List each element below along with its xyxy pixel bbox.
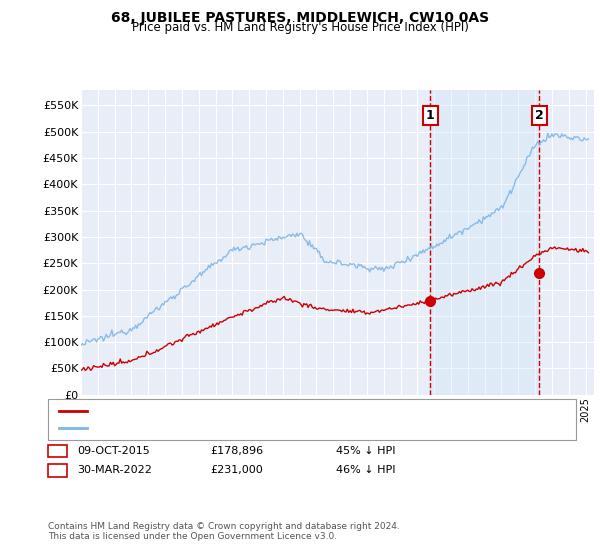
Text: 1: 1: [426, 109, 435, 122]
Text: 09-OCT-2015: 09-OCT-2015: [77, 446, 149, 456]
Text: 46% ↓ HPI: 46% ↓ HPI: [336, 465, 395, 475]
Text: Price paid vs. HM Land Registry's House Price Index (HPI): Price paid vs. HM Land Registry's House …: [131, 21, 469, 35]
Text: 1: 1: [54, 446, 61, 456]
Text: 2: 2: [54, 465, 61, 475]
Text: HPI: Average price, detached house, Cheshire East: HPI: Average price, detached house, Ches…: [93, 423, 358, 433]
Text: Contains HM Land Registry data © Crown copyright and database right 2024.
This d: Contains HM Land Registry data © Crown c…: [48, 522, 400, 542]
Text: 68, JUBILEE PASTURES, MIDDLEWICH, CW10 0AS (detached house): 68, JUBILEE PASTURES, MIDDLEWICH, CW10 0…: [93, 405, 440, 416]
Text: 30-MAR-2022: 30-MAR-2022: [77, 465, 152, 475]
Text: £231,000: £231,000: [210, 465, 263, 475]
Text: 68, JUBILEE PASTURES, MIDDLEWICH, CW10 0AS: 68, JUBILEE PASTURES, MIDDLEWICH, CW10 0…: [111, 11, 489, 25]
Text: £178,896: £178,896: [210, 446, 263, 456]
Text: 45% ↓ HPI: 45% ↓ HPI: [336, 446, 395, 456]
Bar: [430, 90, 539, 395]
Text: 2: 2: [535, 109, 544, 122]
